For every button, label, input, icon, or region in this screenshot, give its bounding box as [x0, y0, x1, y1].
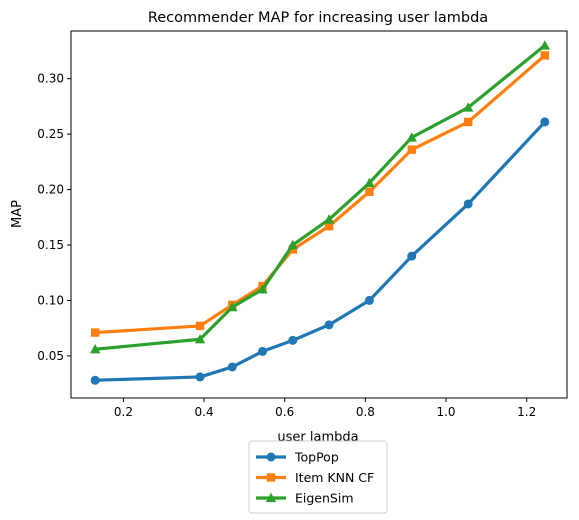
- series-2: [90, 51, 550, 337]
- data-point: [539, 40, 551, 50]
- data-point: [227, 301, 238, 312]
- legend-item: Item KNN CF: [256, 470, 374, 485]
- data-point: [194, 334, 206, 344]
- data-point: [288, 245, 297, 254]
- y-axis: 0.05 0.10 0.15 0.20 0.25 0.30: [37, 72, 71, 363]
- legend-marker: [266, 452, 276, 462]
- data-point: [365, 187, 374, 196]
- chart-title: Recommender MAP for increasing user lamb…: [148, 10, 488, 26]
- legend-item: EigenSim: [256, 491, 354, 506]
- data-point: [227, 362, 237, 372]
- data-point: [464, 117, 473, 127]
- data-point: [323, 214, 335, 224]
- data-point: [195, 372, 205, 382]
- y-tick-label: 0.10: [37, 293, 64, 307]
- series-3: [89, 40, 551, 354]
- data-point: [324, 320, 334, 330]
- legend-box: [248, 440, 388, 514]
- data-point: [195, 321, 205, 331]
- legend: TopPop Item KNN CF EigenSim: [248, 440, 388, 514]
- plot-frame: [70, 30, 568, 399]
- y-tick-label: 0.30: [37, 72, 64, 86]
- y-tick-label: 0.25: [37, 127, 64, 141]
- data-point: [90, 328, 100, 337]
- data-point: [364, 295, 374, 305]
- legend-items: TopPop Item KNN CF EigenSim: [256, 450, 374, 506]
- series-layer: [89, 40, 551, 385]
- x-tick-label: 0.4: [195, 405, 214, 419]
- y-tick-label: 0.20: [37, 183, 64, 197]
- data-point: [463, 199, 473, 209]
- data-point: [407, 251, 417, 261]
- plot-area: [70, 30, 568, 399]
- data-point: [406, 132, 417, 142]
- data-point: [540, 51, 550, 60]
- data-point: [287, 239, 298, 250]
- x-tick-label: 0.6: [275, 405, 294, 419]
- series-line: [93, 43, 548, 351]
- series-1: [90, 117, 550, 385]
- legend-label: EigenSim: [295, 491, 354, 506]
- legend-label: TopPop: [294, 450, 339, 465]
- data-point: [90, 375, 100, 385]
- series-line: [93, 119, 548, 382]
- data-point: [407, 145, 416, 154]
- legend-marker: [266, 473, 276, 482]
- x-tick-label: 1.0: [436, 405, 455, 419]
- y-tick-label: 0.05: [37, 349, 64, 363]
- legend-marker: [265, 492, 277, 503]
- data-point: [89, 344, 101, 354]
- x-axis: 0.2 0.4 0.6 0.8 1.0 1.2: [114, 398, 536, 419]
- data-point: [324, 221, 334, 231]
- x-tick-label: 0.8: [356, 405, 375, 419]
- y-axis-label: MAP: [10, 200, 25, 228]
- series-line: [93, 53, 548, 335]
- data-point: [364, 177, 375, 188]
- y-tick-label: 0.15: [37, 238, 64, 252]
- data-point: [257, 284, 268, 294]
- data-point: [463, 102, 474, 112]
- data-point: [288, 335, 298, 345]
- x-tick-label: 0.2: [114, 405, 133, 419]
- legend-label: Item KNN CF: [295, 470, 374, 485]
- data-point: [258, 346, 268, 356]
- legend-item: TopPop: [256, 450, 339, 465]
- data-point: [540, 117, 550, 127]
- x-tick-label: 1.2: [517, 405, 536, 419]
